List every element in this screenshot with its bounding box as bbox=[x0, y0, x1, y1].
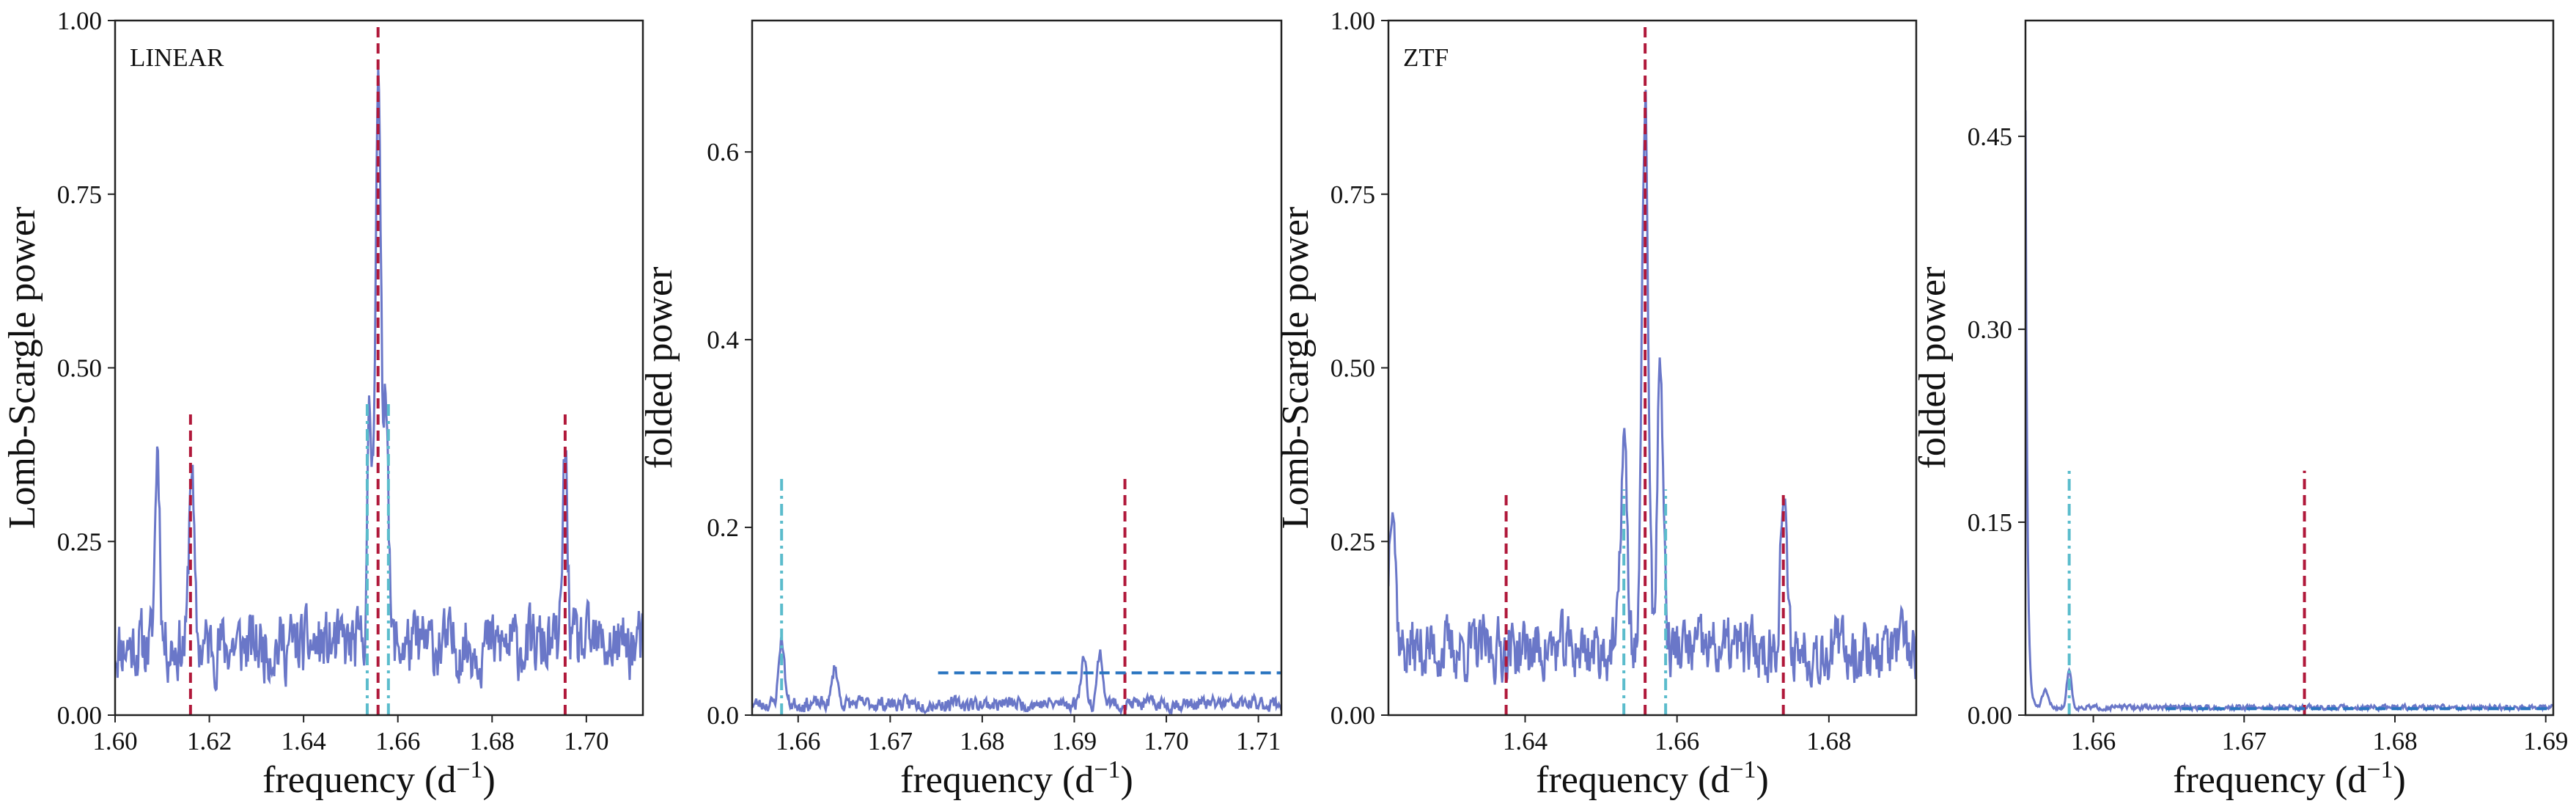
periodogram-line bbox=[115, 68, 643, 692]
x-tick-label: 1.67 bbox=[2222, 727, 2267, 755]
panel-2: 1.66 1.67 1.68 1.69 1.70 1.71 0.0 0.2 0.4 0.6 freq… bbox=[639, 19, 1283, 801]
y-tick-label: 0.15 bbox=[1968, 508, 2012, 537]
y-tick-label: 1.00 bbox=[1331, 7, 1375, 35]
x-tick-label: 1.68 bbox=[2372, 727, 2417, 755]
x-tick-label: 1.69 bbox=[2523, 727, 2568, 755]
x-tick-label: 1.68 bbox=[960, 727, 1004, 755]
x-tick-label: 1.64 bbox=[281, 727, 326, 755]
panel-3: 1.64 1.66 1.68 0.00 0.25 0.50 0.75 1.00 frequenc… bbox=[1275, 7, 1918, 801]
dataset-annotation: LINEAR bbox=[130, 43, 224, 72]
plot-frame bbox=[751, 19, 1283, 717]
y-tick-label: 0.2 bbox=[707, 513, 739, 542]
x-tick-label: 1.64 bbox=[1503, 727, 1548, 755]
x-tick-label: 1.71 bbox=[1236, 727, 1281, 755]
x-tick-label: 1.66 bbox=[2071, 727, 2116, 755]
x-axis-label: frequency (d−1) bbox=[1536, 756, 1769, 801]
y-tick-label: 0.00 bbox=[1331, 701, 1375, 730]
y-tick-label: 0.00 bbox=[1968, 701, 2012, 730]
panel-1: 1.60 1.62 1.64 1.66 1.68 1.70 0.00 0.25 0.50 0.75… bbox=[1, 7, 644, 801]
x-tick-label: 1.66 bbox=[375, 727, 420, 755]
x-tick-label: 1.70 bbox=[1144, 727, 1188, 755]
x-tick-label: 1.66 bbox=[776, 727, 820, 755]
x-tick-label: 1.67 bbox=[868, 727, 913, 755]
y-axis-label: folded power bbox=[1912, 267, 1954, 469]
y-tick-label: 0.30 bbox=[1968, 315, 2012, 344]
y-tick-label: 1.00 bbox=[57, 7, 102, 35]
x-tick-label: 1.60 bbox=[92, 727, 137, 755]
x-tick-label: 1.70 bbox=[564, 727, 608, 755]
periodogram-line bbox=[1388, 89, 1916, 688]
y-tick-label: 0.75 bbox=[1331, 180, 1375, 209]
y-tick-label: 0.4 bbox=[707, 326, 739, 354]
y-tick-label: 0.75 bbox=[57, 180, 102, 209]
y-tick-label: 0.50 bbox=[1331, 354, 1375, 383]
y-tick-label: 0.25 bbox=[57, 527, 102, 556]
x-axis-label: frequency (d−1) bbox=[900, 756, 1133, 801]
x-tick-label: 1.68 bbox=[470, 727, 515, 755]
periodogram-line bbox=[752, 637, 1281, 715]
x-tick-label: 1.69 bbox=[1052, 727, 1097, 755]
x-axis-label: frequency (d−1) bbox=[2173, 756, 2406, 801]
y-tick-label: 0.00 bbox=[57, 701, 102, 730]
panel-4: 1.66 1.67 1.68 1.69 0.00 0.15 0.30 0.45 frequenc… bbox=[1912, 19, 2568, 801]
y-axis-label: Lomb-Scargle power bbox=[1275, 207, 1317, 529]
x-tick-label: 1.66 bbox=[1655, 727, 1699, 755]
y-axis-label: folded power bbox=[639, 267, 680, 469]
dataset-annotation: ZTF bbox=[1403, 43, 1449, 72]
periodogram-line bbox=[2025, 110, 2553, 714]
x-tick-label: 1.62 bbox=[187, 727, 232, 755]
y-tick-label: 0.25 bbox=[1331, 527, 1375, 556]
x-axis-label: frequency (d−1) bbox=[262, 756, 496, 801]
y-tick-label: 0.0 bbox=[707, 701, 739, 730]
plot-frame bbox=[2024, 19, 2555, 717]
y-tick-label: 0.50 bbox=[57, 354, 102, 383]
y-axis-label: Lomb-Scargle power bbox=[1, 207, 43, 529]
x-tick-label: 1.68 bbox=[1806, 727, 1851, 755]
y-tick-label: 0.6 bbox=[707, 138, 739, 166]
y-tick-label: 0.45 bbox=[1968, 122, 2012, 151]
